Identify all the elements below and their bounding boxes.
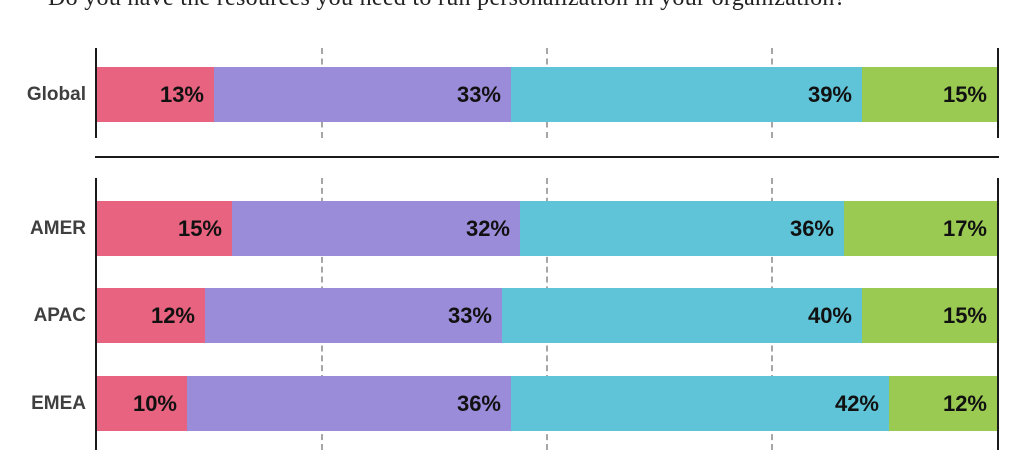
segment-value-label: 15% bbox=[942, 302, 987, 328]
bar-segment-4: 12% bbox=[889, 376, 997, 431]
bar-segment-2: 32% bbox=[232, 201, 520, 256]
row-label-apac: APAC bbox=[33, 305, 86, 326]
chart-title-clip: Do you have the resources you need to ru… bbox=[0, 0, 1024, 13]
row-label-global: Global bbox=[26, 84, 86, 105]
segment-value-label: 33% bbox=[447, 302, 492, 328]
chart-section-regions: 15% 32% 36% 17% 12% 33% 40% 15% 10% 36% 42% 12% bbox=[95, 178, 999, 450]
bar-segment-3: 42% bbox=[511, 376, 889, 431]
bar-segment-3: 36% bbox=[520, 201, 844, 256]
segment-value-label: 32% bbox=[465, 215, 510, 241]
segment-value-label: 36% bbox=[789, 215, 834, 241]
segment-value-label: 33% bbox=[456, 81, 501, 107]
bar-segment-4: 15% bbox=[862, 67, 997, 122]
bar-segment-4: 15% bbox=[862, 288, 997, 343]
segment-value-label: 12% bbox=[942, 390, 987, 416]
segment-value-label: 10% bbox=[132, 390, 177, 416]
chart-title: Do you have the resources you need to ru… bbox=[0, 0, 1024, 12]
bar-segment-1: 10% bbox=[97, 376, 187, 431]
segment-value-label: 15% bbox=[177, 215, 222, 241]
section-separator-line bbox=[95, 156, 999, 158]
bar-segment-1: 13% bbox=[97, 67, 214, 122]
row-label-amer: AMER bbox=[30, 218, 86, 239]
bar-segment-2: 33% bbox=[214, 67, 511, 122]
bar-segment-1: 12% bbox=[97, 288, 205, 343]
segment-value-label: 15% bbox=[942, 81, 987, 107]
bar-segment-3: 39% bbox=[511, 67, 862, 122]
bar-row-global: 13% 33% 39% 15% bbox=[97, 67, 997, 122]
row-label-emea: EMEA bbox=[31, 393, 86, 414]
bar-segment-2: 36% bbox=[187, 376, 511, 431]
segment-value-label: 36% bbox=[456, 390, 501, 416]
bar-segment-3: 40% bbox=[502, 288, 862, 343]
segment-value-label: 39% bbox=[807, 81, 852, 107]
bar-segment-4: 17% bbox=[844, 201, 997, 256]
bar-row-amer: 15% 32% 36% 17% bbox=[97, 201, 997, 256]
segment-value-label: 17% bbox=[942, 215, 987, 241]
segment-value-label: 42% bbox=[834, 390, 879, 416]
segment-value-label: 12% bbox=[150, 302, 195, 328]
bar-segment-1: 15% bbox=[97, 201, 232, 256]
bar-row-apac: 12% 33% 40% 15% bbox=[97, 288, 997, 343]
bar-segment-2: 33% bbox=[205, 288, 502, 343]
segment-value-label: 40% bbox=[807, 302, 852, 328]
segment-value-label: 13% bbox=[159, 81, 204, 107]
chart-section-global: 13% 33% 39% 15% bbox=[95, 48, 999, 138]
bar-row-emea: 10% 36% 42% 12% bbox=[97, 376, 997, 431]
